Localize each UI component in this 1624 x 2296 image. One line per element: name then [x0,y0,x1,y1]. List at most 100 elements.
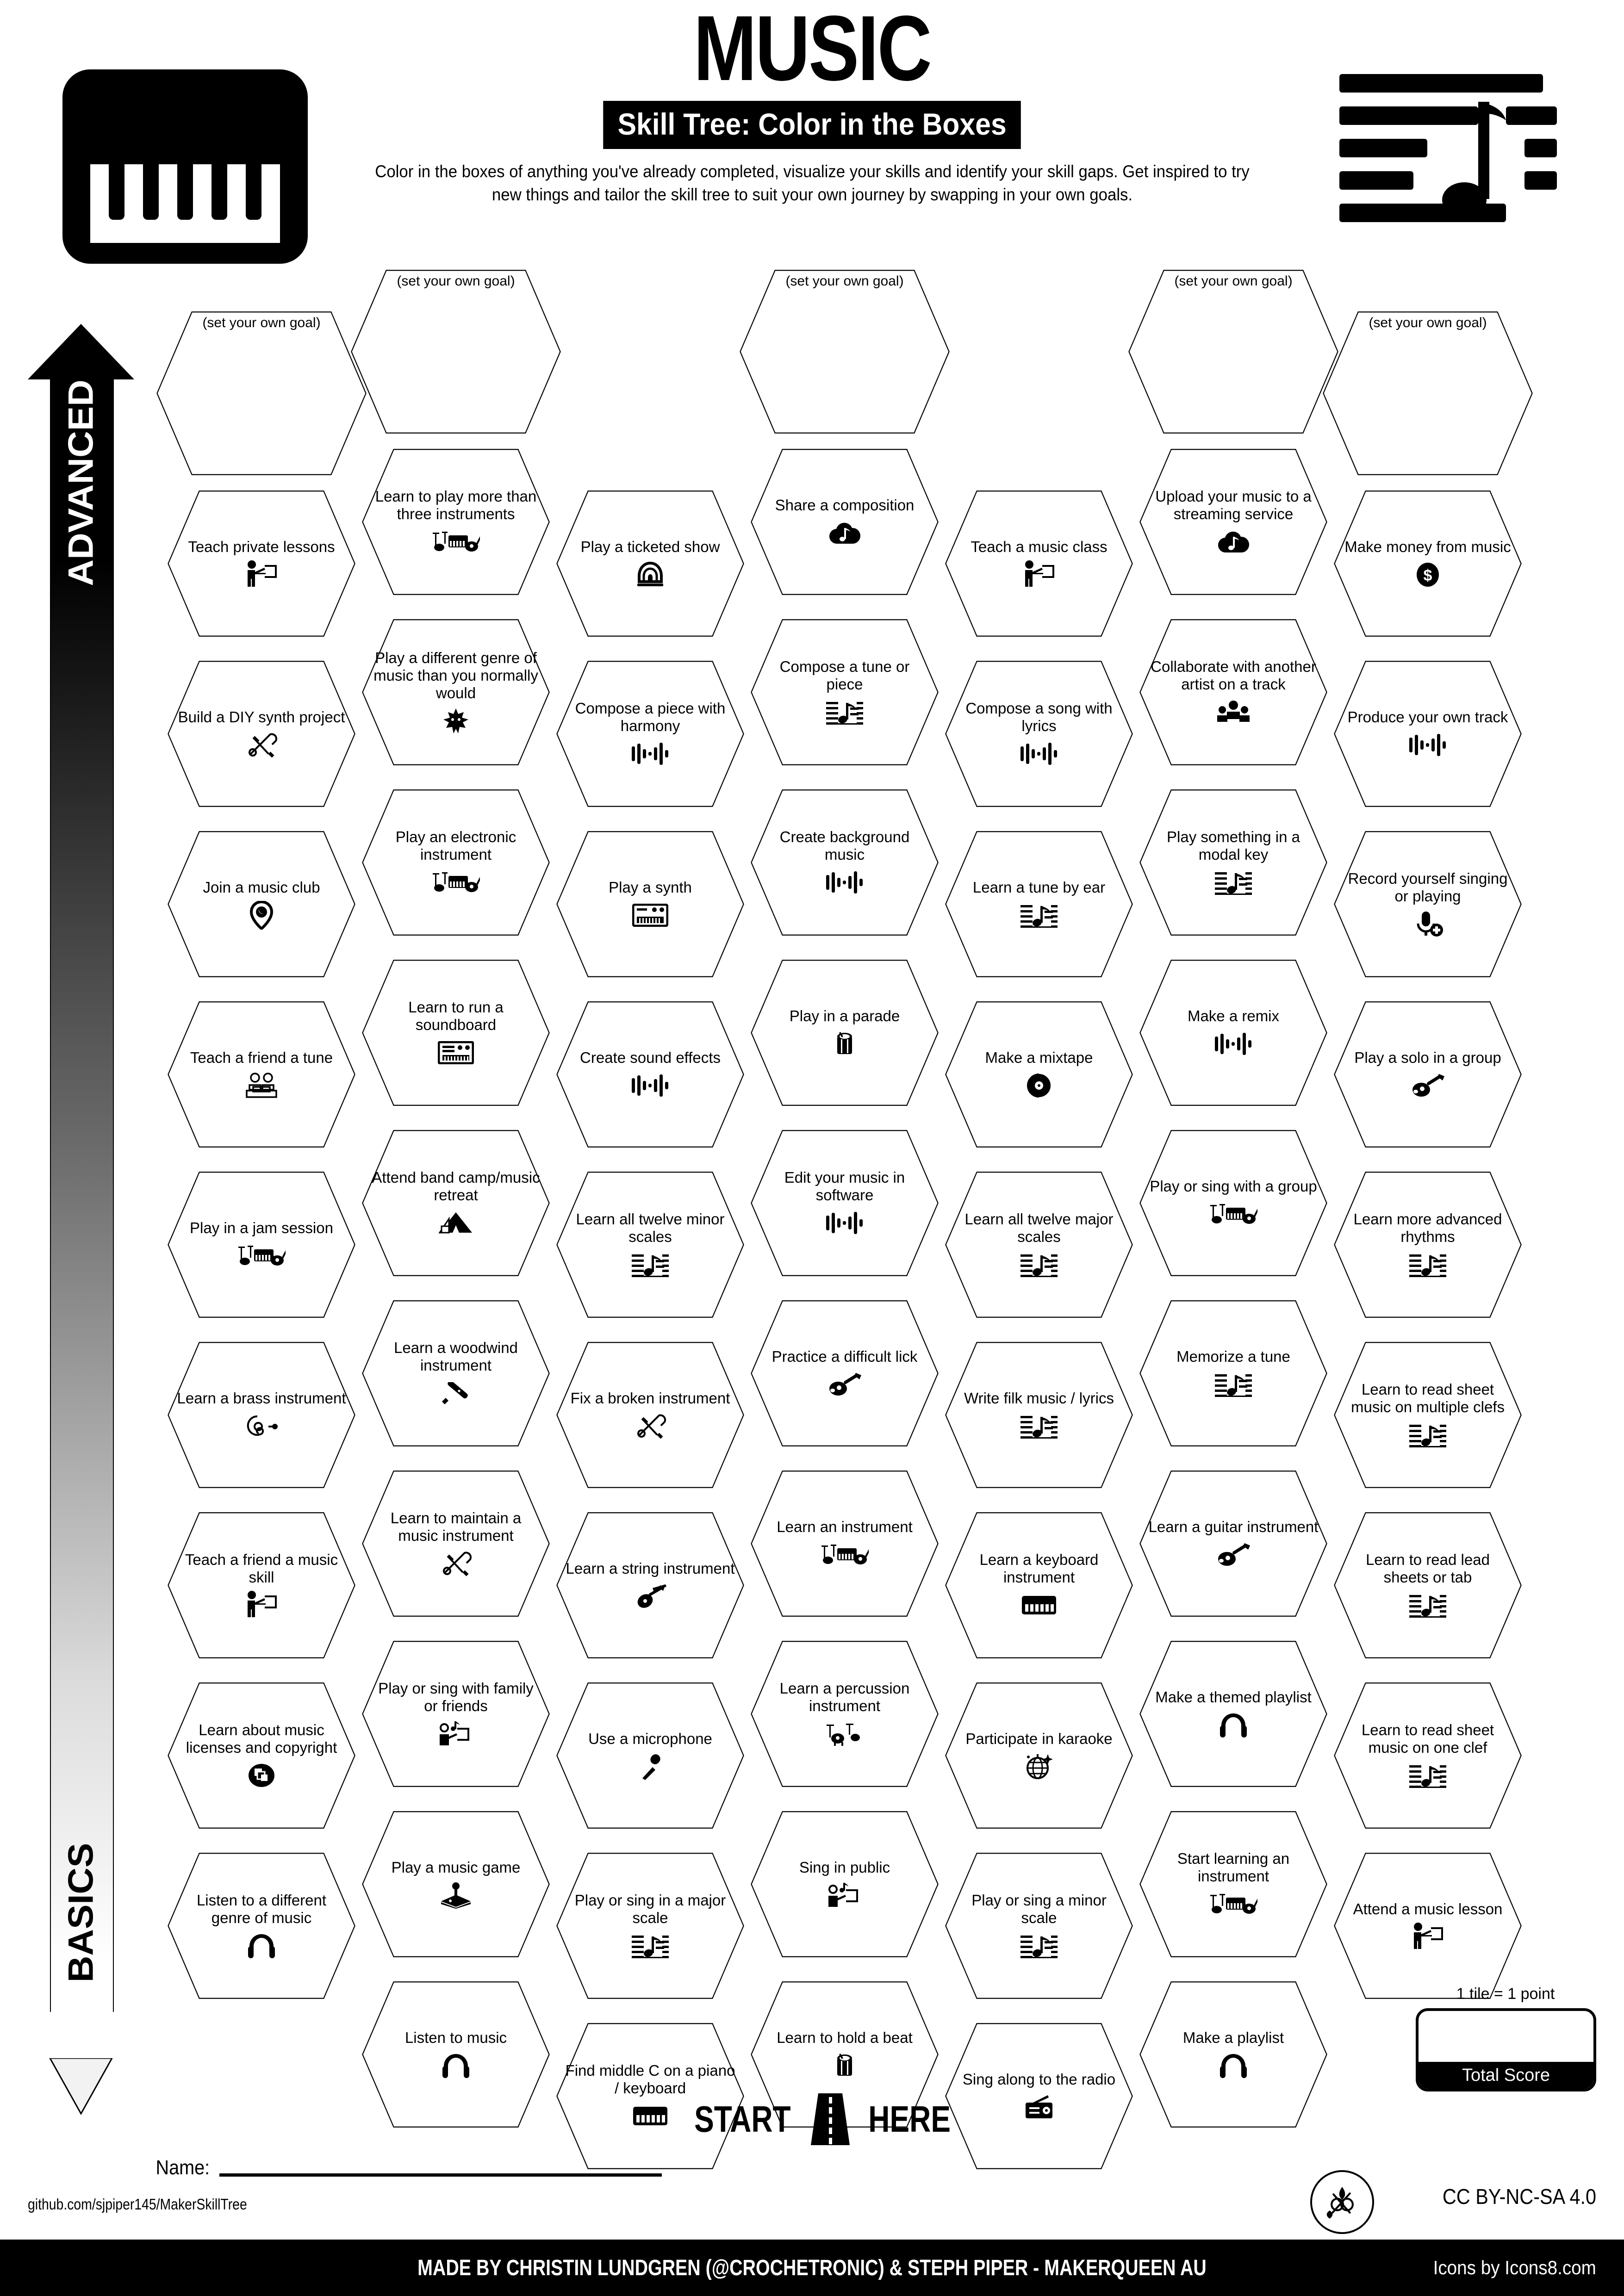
skill-tile[interactable]: Make a remix [1136,956,1331,1109]
skill-tile[interactable]: Build a DIY synth project [164,658,359,810]
skill-tile[interactable]: Edit your music in software [747,1127,942,1279]
total-score-box[interactable]: Total Score [1416,2008,1596,2091]
repo-url[interactable]: github.com/sjpiper145/MakerSkillTree [28,2196,247,2213]
skill-tile[interactable]: Listen to music [359,1978,553,2131]
skill-tile[interactable]: Play a music game [359,1808,553,1961]
skill-tile[interactable]: Learn a keyboard instrument [942,1509,1136,1662]
skill-tile[interactable]: Create sound effects [553,998,747,1151]
skill-tile[interactable]: Learn all twelve minor scales [553,1168,747,1321]
skill-tile[interactable]: Play or sing with family or friends [359,1638,553,1790]
skill-tile[interactable]: Make a playlist [1136,1978,1331,2131]
skill-tile[interactable]: Fix a broken instrument [553,1339,747,1491]
skill-tile[interactable]: Find middle C on a piano / keyboard [553,2020,747,2172]
skill-tile[interactable]: Learn a guitar instrument [1136,1467,1331,1620]
skill-tile[interactable]: Use a microphone [553,1679,747,1832]
skill-tile[interactable]: Learn to play more than three instrument… [359,446,553,598]
skill-tile[interactable]: Make a themed playlist [1136,1638,1331,1790]
skill-tile[interactable]: Learn to read sheet music on multiple cl… [1331,1339,1525,1491]
skill-tile[interactable]: Teach a music class [942,487,1136,640]
skill-tile[interactable]: Play or sing a minor scale [942,1849,1136,2002]
skill-tile-label: Create sound effects [580,1049,721,1066]
skill-tile[interactable]: (set your own goal) [153,308,370,479]
skill-tile[interactable]: Sing along to the radio [942,2020,1136,2172]
skill-tile[interactable]: Collaborate with another artist on a tra… [1136,616,1331,769]
hex-outline [1331,1168,1525,1321]
skill-tile[interactable]: Compose a piece with harmony [553,658,747,810]
skill-tile[interactable]: Learn to read sheet music on one clef [1331,1679,1525,1832]
skill-tile[interactable]: Play a different genre of music than you… [359,616,553,769]
mask-icon [442,706,470,736]
skill-tile-label: Share a composition [775,496,915,514]
score-input-area[interactable]: Total Score [1416,2008,1596,2091]
skill-tile[interactable]: Play or sing in a major scale [553,1849,747,2002]
arrow-shaft [50,379,114,2012]
tools-icon [245,730,278,760]
skill-tile[interactable]: Practice a difficult lick [747,1297,942,1450]
skill-tile[interactable]: Compose a tune or piece [747,616,942,769]
skill-tile[interactable]: (set your own goal) [736,266,953,437]
skill-tile-label: Listen to music [404,2029,507,2046]
mixer-icon [438,1038,474,1067]
skill-tile[interactable]: Learn a brass instrument [164,1339,359,1491]
name-field-row[interactable]: Name: [153,2147,662,2179]
skill-tile[interactable]: Play in a jam session [164,1168,359,1321]
skill-tile[interactable]: Create background music [747,786,942,939]
skill-tile-label: Record yourself singing or playing [1348,869,1508,905]
skill-tile-label: Learn about music licenses and copyright [186,1721,337,1756]
skill-tile[interactable]: Attend a music lesson [1331,1849,1525,2002]
skill-tile[interactable]: Learn all twelve major scales [942,1168,1136,1321]
staff-icon [1020,900,1058,930]
hex-outline [747,1127,942,1279]
vinyl-icon [1026,1071,1052,1100]
skill-tile[interactable]: Attend band camp/music retreat [359,1127,553,1279]
skill-tile[interactable]: Learn to hold a beat [747,1978,942,2131]
skill-tile-label: Compose a song with lyrics [965,699,1113,734]
skill-tile[interactable]: Play a ticketed show [553,487,747,640]
skill-tile[interactable]: Learn to maintain a music instrument [359,1467,553,1620]
skill-tile[interactable]: Play in a parade [747,956,942,1109]
skill-tile[interactable]: (set your own goal) [347,266,565,437]
skill-tile[interactable]: Learn an instrument [747,1467,942,1620]
waveform-icon [825,868,864,897]
skill-tile-label: Practice a difficult lick [772,1347,918,1365]
skill-tile[interactable]: Share a composition [747,446,942,598]
skill-tile[interactable]: Learn a string instrument [553,1509,747,1662]
skill-tile[interactable]: (set your own goal) [1125,266,1342,437]
skill-tile[interactable]: Teach a friend a tune [164,998,359,1151]
skill-tile[interactable]: Play an electronic instrument [359,786,553,939]
skill-tile[interactable]: Produce your own track [1331,658,1525,810]
skill-tile[interactable]: Teach private lessons [164,487,359,640]
skill-tile[interactable]: Learn about music licenses and copyright [164,1679,359,1832]
skill-tile[interactable]: Play or sing with a group [1136,1127,1331,1279]
skill-tile[interactable]: Make money from music $ [1331,487,1525,640]
skill-tile-label: Participate in karaoke [965,1730,1113,1747]
skill-tile-label: Learn a keyboard instrument [979,1551,1099,1586]
skill-tile[interactable]: Memorize a tune [1136,1297,1331,1450]
skill-tile[interactable]: Learn a percussion instrument [747,1638,942,1790]
staff-icon [1215,868,1252,897]
skill-tile[interactable]: Write filk music / lyrics [942,1339,1136,1491]
skill-tile[interactable]: Learn more advanced rhythms [1331,1168,1525,1321]
skill-tile[interactable]: Learn to run a soundboard [359,956,553,1109]
hex-outline [747,1297,942,1450]
hex-outline [553,1679,747,1832]
skill-tile[interactable]: Make a mixtape [942,998,1136,1151]
skill-tile[interactable]: (set your own goal) [1319,308,1537,479]
skill-tile[interactable]: Join a music club [164,828,359,980]
skill-tile[interactable]: Play a synth [553,828,747,980]
skill-tile[interactable]: Start learning an instrument [1136,1808,1331,1961]
name-input-line[interactable] [219,2170,662,2177]
skill-tile[interactable]: Learn to read lead sheets or tab [1331,1509,1525,1662]
skill-tile[interactable]: Sing in public [747,1808,942,1961]
skill-tile-label: Learn to play more than three instrument… [375,487,537,522]
skill-tile[interactable]: Teach a friend a music skill [164,1509,359,1662]
skill-tile[interactable]: Play something in a modal key [1136,786,1331,939]
skill-tile[interactable]: Play a solo in a group [1331,998,1525,1151]
skill-tile[interactable]: Participate in karaoke [942,1679,1136,1832]
skill-tile[interactable]: Upload your music to a streaming service [1136,446,1331,598]
skill-tile[interactable]: Learn a woodwind instrument [359,1297,553,1450]
skill-tile[interactable]: Record yourself singing or playing [1331,828,1525,980]
skill-tile[interactable]: Listen to a different genre of music [164,1849,359,2002]
skill-tile[interactable]: Learn a tune by ear [942,828,1136,980]
skill-tile[interactable]: Compose a song with lyrics [942,658,1136,810]
